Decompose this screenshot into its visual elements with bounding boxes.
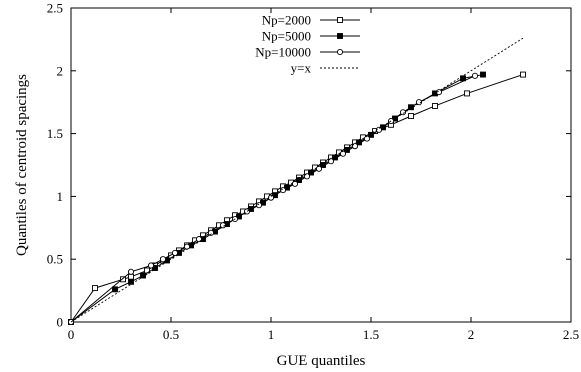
series-line	[70, 74, 524, 323]
data-point	[128, 273, 134, 280]
x-tick-label: 0	[68, 327, 75, 342]
data-point	[243, 208, 251, 215]
legend-entry: y=x	[291, 61, 360, 76]
series-np-10000	[67, 72, 479, 326]
y-tick-label: 1.5	[47, 126, 63, 141]
y-tick-label: 0.5	[47, 252, 63, 267]
data-point	[255, 202, 263, 209]
legend-label: Np=10000	[255, 45, 311, 60]
series-np-2000	[68, 71, 526, 325]
data-point	[399, 109, 407, 116]
series-y-x	[70, 37, 524, 323]
data-point	[171, 249, 179, 256]
data-point	[279, 187, 287, 194]
y-axis-title: Quantiles of centroid spacings	[14, 74, 30, 256]
legend-swatch-marker	[337, 17, 343, 23]
x-axis-title: GUE quantiles	[277, 353, 366, 369]
data-point	[315, 165, 323, 172]
data-point	[480, 71, 486, 78]
data-point	[128, 278, 134, 285]
data-point	[339, 150, 347, 157]
y-tick-label: 0	[57, 315, 64, 330]
data-point	[159, 256, 167, 263]
data-point	[207, 229, 215, 236]
data-point	[140, 272, 146, 279]
x-tick-label: 2.5	[563, 327, 579, 342]
series-layer	[67, 37, 526, 326]
plot-frame	[70, 7, 572, 323]
data-point	[112, 286, 118, 293]
legend-entry: Np=10000	[255, 45, 360, 60]
data-point	[432, 103, 438, 109]
axes: 0 0.5 1 1.5 2 2.5 0 0.5 1 1.5 2 2.5	[47, 1, 579, 343]
data-point	[120, 276, 126, 283]
y-tick-label: 1	[57, 189, 64, 204]
legend-swatch-marker	[337, 33, 343, 39]
data-point	[471, 72, 479, 79]
legend-swatch-marker	[336, 48, 344, 56]
data-point	[435, 89, 443, 96]
y-tick-label: 2	[57, 63, 64, 78]
data-point	[368, 131, 374, 138]
data-point	[464, 90, 470, 97]
x-tick-label: 2	[468, 327, 475, 342]
data-point	[127, 268, 135, 275]
x-tick-label: 0.5	[163, 327, 179, 342]
x-tick-label: 1.5	[363, 327, 379, 342]
series-np-5000	[68, 71, 486, 325]
legend-label: Np=5000	[262, 29, 311, 44]
data-point	[520, 71, 526, 78]
x-tick-label: 1	[268, 327, 275, 342]
legend-label: Np=2000	[262, 13, 311, 28]
data-point	[92, 285, 98, 292]
legend-entry: Np=5000	[262, 29, 360, 44]
data-point	[291, 180, 299, 187]
data-point	[147, 262, 155, 269]
reference-line	[70, 37, 524, 323]
y-tick-label: 2.5	[47, 1, 63, 16]
data-point	[408, 113, 414, 119]
legend-entry: Np=2000	[262, 13, 360, 28]
data-point	[183, 243, 191, 250]
data-point	[219, 222, 227, 229]
data-point	[363, 135, 371, 142]
legend-label: y=x	[291, 61, 312, 76]
